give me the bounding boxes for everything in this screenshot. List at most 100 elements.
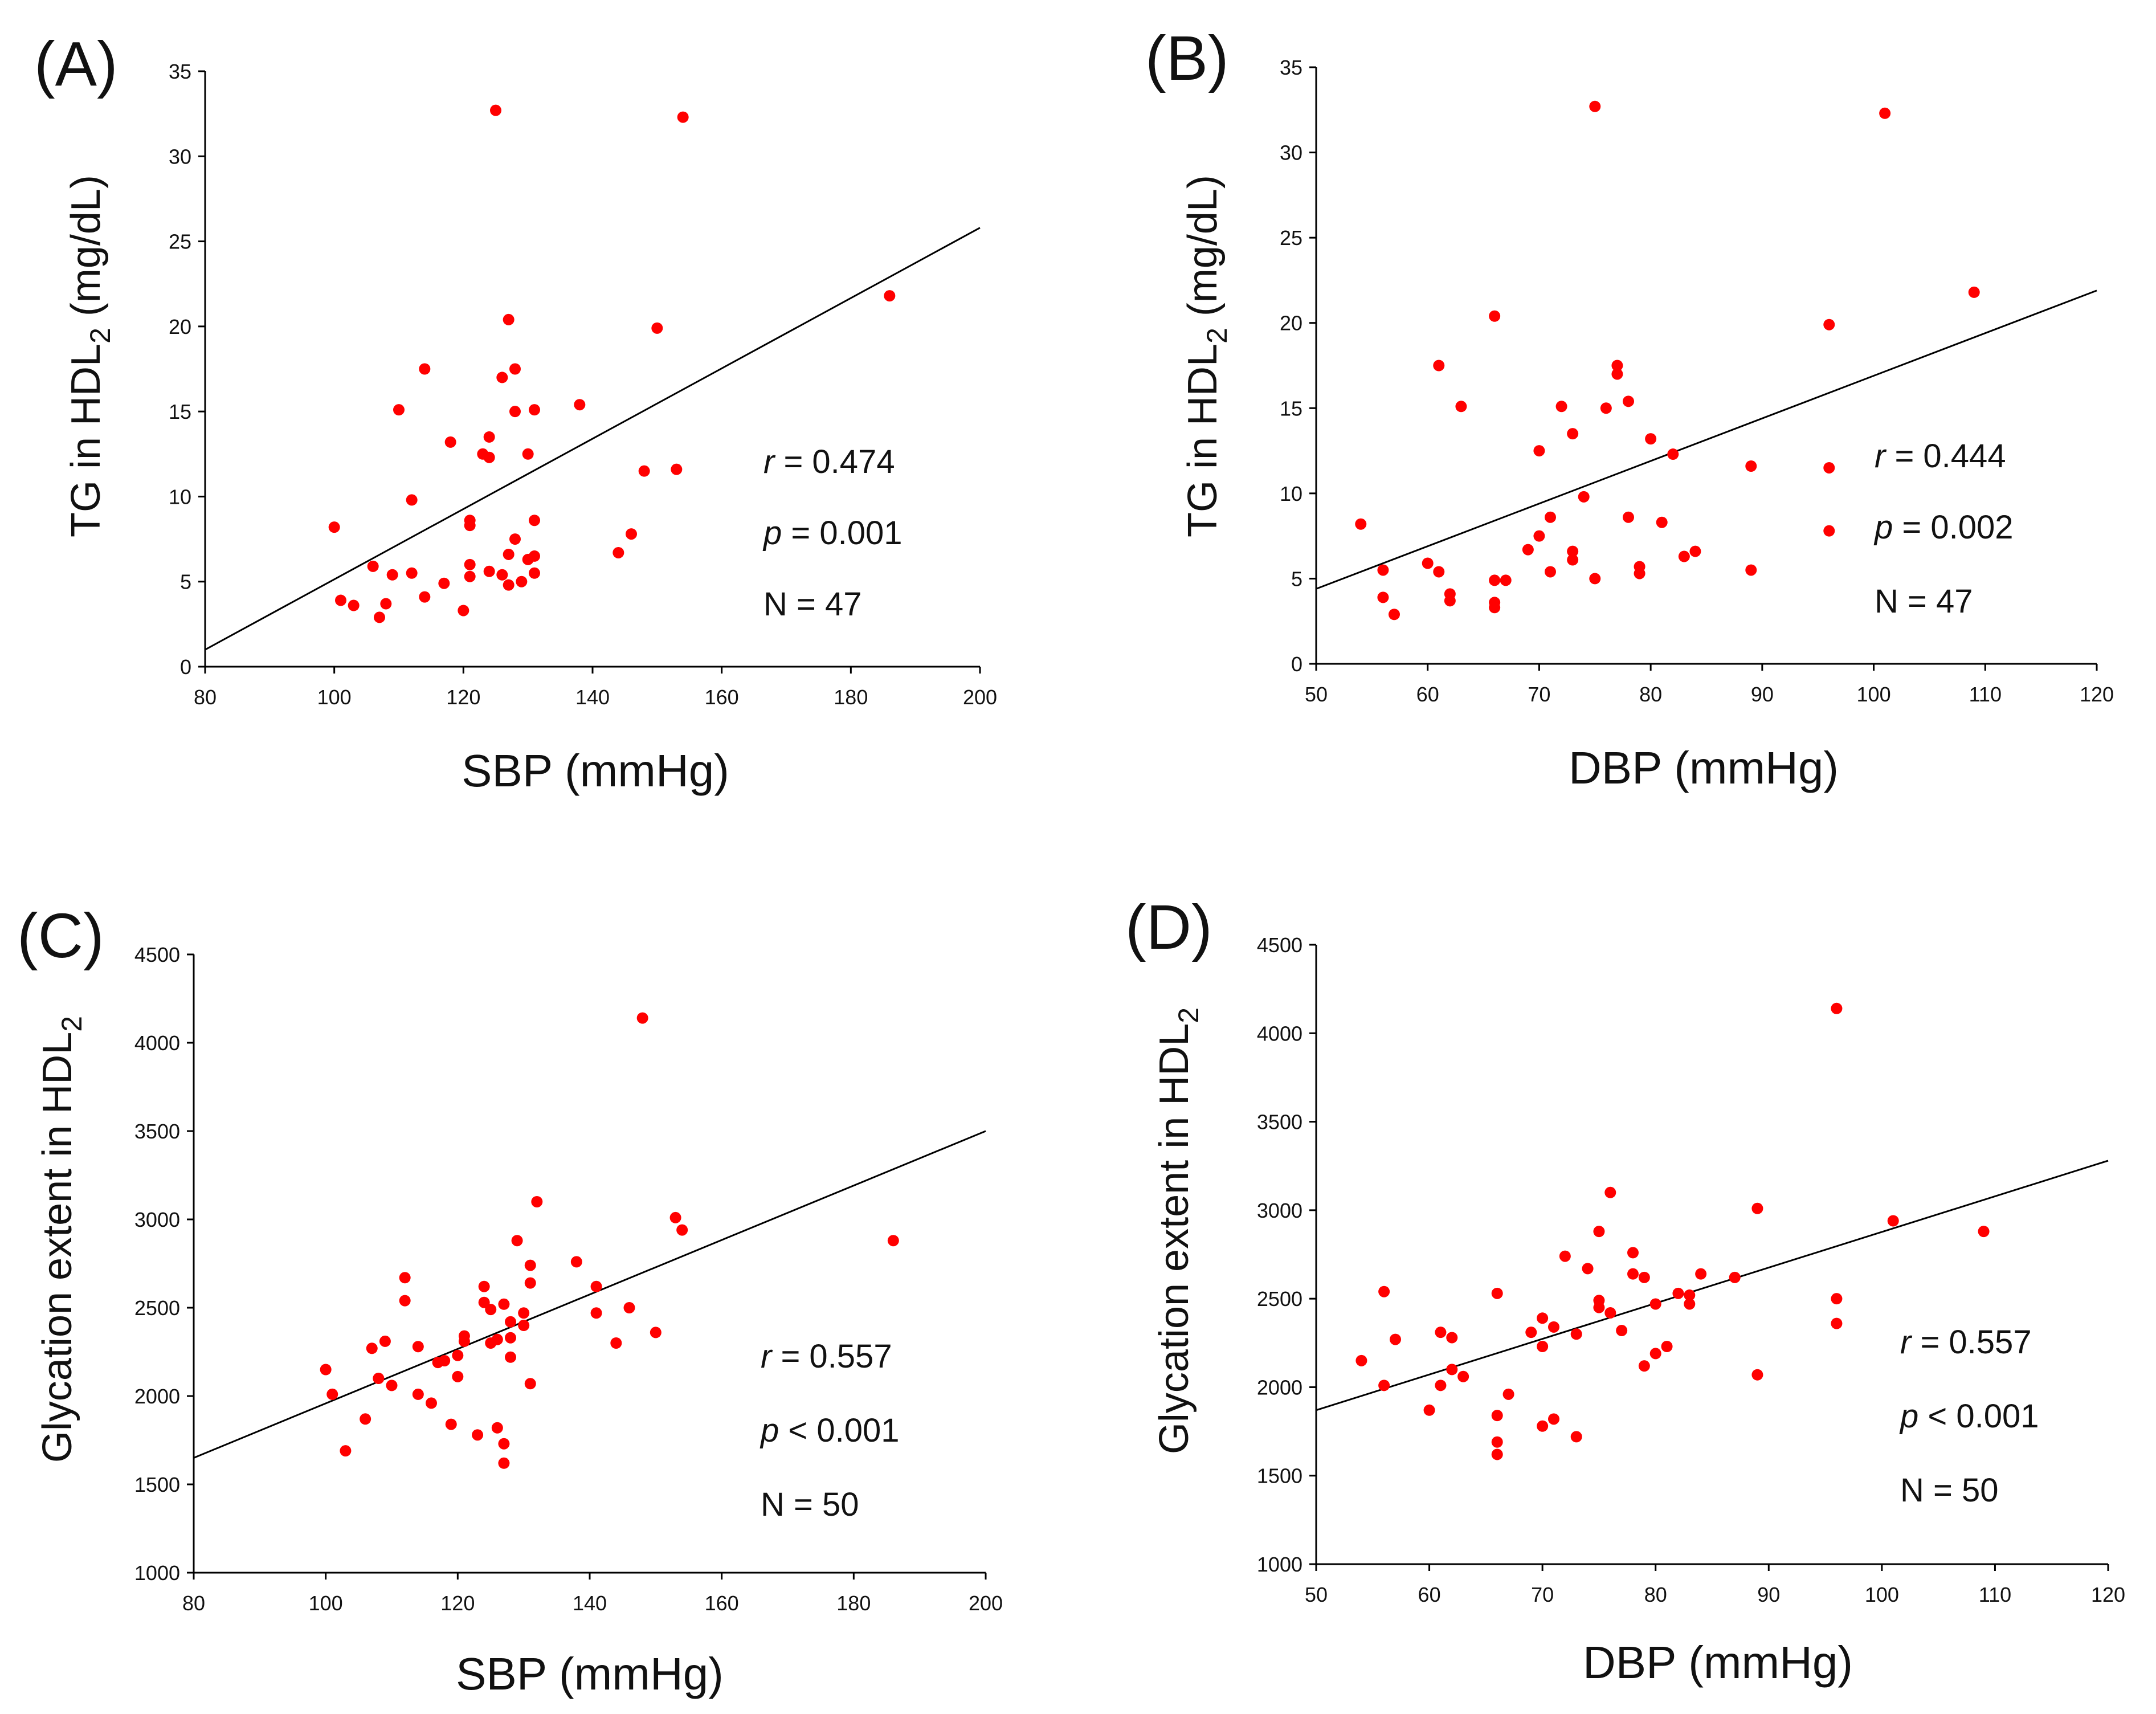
data-point [326, 1388, 338, 1400]
x-tick-label: 70 [1528, 683, 1550, 706]
data-point [1578, 491, 1590, 503]
data-point [1435, 1380, 1447, 1391]
y-tick-label: 1000 [1257, 1553, 1302, 1576]
data-point [464, 570, 476, 582]
data-point [1623, 511, 1634, 523]
x-tick-label: 120 [2080, 683, 2114, 706]
panel-d: (D) Glycation extent in HDL2 DBP (mmHg) … [1125, 892, 2125, 1688]
data-point [406, 494, 418, 506]
data-point [393, 404, 405, 416]
y-axis-title-sub: 2 [56, 1016, 88, 1032]
x-axis-title: DBP (mmHg) [1583, 1637, 1853, 1688]
data-point [1667, 448, 1679, 460]
y-tick-label: 4000 [1257, 1022, 1302, 1045]
svg-text:TG in HDL2 (mg/dL): TG in HDL2 (mg/dL) [1180, 175, 1233, 537]
y-tick-label: 20 [1280, 312, 1302, 335]
data-point [419, 591, 431, 603]
stats: r = 0.557 p < 0.001 N = 50 [1899, 1324, 2039, 1509]
data-point [328, 521, 340, 533]
data-point [1491, 1448, 1503, 1460]
y-axis-title-suffix: (mg/dL) [1180, 175, 1226, 328]
data-point [426, 1397, 437, 1409]
data-point [1649, 1298, 1661, 1310]
data-point [496, 372, 508, 383]
x-tick-label: 110 [1979, 1583, 2011, 1606]
svg-text:Glycation extent in HDL2: Glycation extent in HDL2 [1152, 1007, 1204, 1454]
data-point [498, 1438, 510, 1450]
data-point [1559, 1250, 1571, 1262]
panel-c: (C) Glycation extent in HDL2 SBP (mmHg) … [17, 901, 1003, 1699]
data-point [498, 1457, 510, 1469]
panel-label: (D) [1125, 892, 1212, 962]
y-tick-label: 0 [180, 655, 191, 679]
x-tick-label: 80 [1639, 683, 1662, 706]
x-tick-label: 120 [440, 1591, 475, 1615]
data-point [1684, 1298, 1696, 1310]
data-point [623, 1302, 635, 1313]
y-tick-label: 3000 [1257, 1199, 1302, 1222]
data-point [464, 515, 476, 527]
regression-line [1316, 1160, 2109, 1411]
x-tick-label: 90 [1751, 683, 1774, 706]
data-point [1377, 564, 1389, 576]
x-tick-label: 160 [705, 1591, 739, 1615]
y-axis-title-main: TG in HDL [63, 344, 109, 537]
data-point [524, 1378, 536, 1390]
data-point [1377, 591, 1389, 603]
data-point [1745, 460, 1757, 472]
y-tick-label: 20 [169, 315, 191, 338]
y-tick-label: 35 [169, 60, 191, 83]
plot-area: 50 60 70 80 90 100 110 120 1000 1500 2000 2500 3000 3… [1257, 933, 2125, 1606]
data-point [650, 1327, 662, 1338]
stats: r = 0.474 p = 0.001 N = 47 [762, 443, 903, 623]
plot-area: 80 100 120 140 160 180 200 0 5 10 15 20 25 30 35 [169, 60, 997, 709]
data-point [496, 569, 508, 581]
y-axis-title-sub: 2 [1173, 1007, 1204, 1023]
y-axis-title: TG in HDL2 (mg/dL) [1180, 175, 1233, 537]
data-point [491, 1422, 503, 1434]
data-point [529, 567, 540, 579]
data-point [671, 463, 683, 475]
x-tick-label: 100 [1865, 1583, 1899, 1606]
data-point [1582, 1263, 1594, 1275]
data-point [1604, 1186, 1616, 1198]
y-tick-label: 3500 [1257, 1111, 1302, 1134]
data-point [509, 363, 521, 375]
data-point [1627, 1247, 1639, 1259]
data-point [1593, 1226, 1605, 1238]
x-tick-label: 140 [573, 1591, 607, 1615]
data-point [399, 1295, 411, 1307]
data-point [490, 104, 501, 116]
data-point [1489, 602, 1501, 614]
y-tick-label: 15 [169, 400, 191, 423]
data-point [1823, 319, 1835, 330]
data-point [412, 1341, 424, 1353]
y-tick-label: 10 [1280, 482, 1302, 505]
x-axis-title: DBP (mmHg) [1569, 742, 1839, 793]
x-tick-label: 180 [834, 685, 868, 709]
y-tick-label: 30 [169, 145, 191, 168]
panel-label: (C) [17, 901, 104, 971]
data-point [1831, 1293, 1843, 1305]
data-point [651, 322, 663, 334]
data-point [374, 611, 385, 623]
x-tick-label: 80 [182, 1591, 205, 1615]
data-point [574, 399, 586, 411]
regression-line [193, 1130, 986, 1459]
stat-n: N = 50 [1900, 1472, 1999, 1509]
x-tick-label: 200 [969, 1591, 1003, 1615]
data-point [1446, 1332, 1458, 1344]
data-point [373, 1373, 385, 1384]
data-point [1433, 360, 1445, 372]
regression-line [1316, 289, 2097, 590]
x-tick-label: 180 [836, 1591, 871, 1615]
data-point [1537, 1420, 1549, 1432]
stat-p: p = 0.002 [1873, 509, 2014, 546]
y-tick-label: 25 [169, 230, 191, 254]
data-point [1627, 1268, 1639, 1280]
y-tick-label: 2500 [134, 1296, 180, 1320]
data-point [524, 1277, 536, 1289]
data-point [612, 546, 624, 558]
data-point [1978, 1226, 1990, 1238]
